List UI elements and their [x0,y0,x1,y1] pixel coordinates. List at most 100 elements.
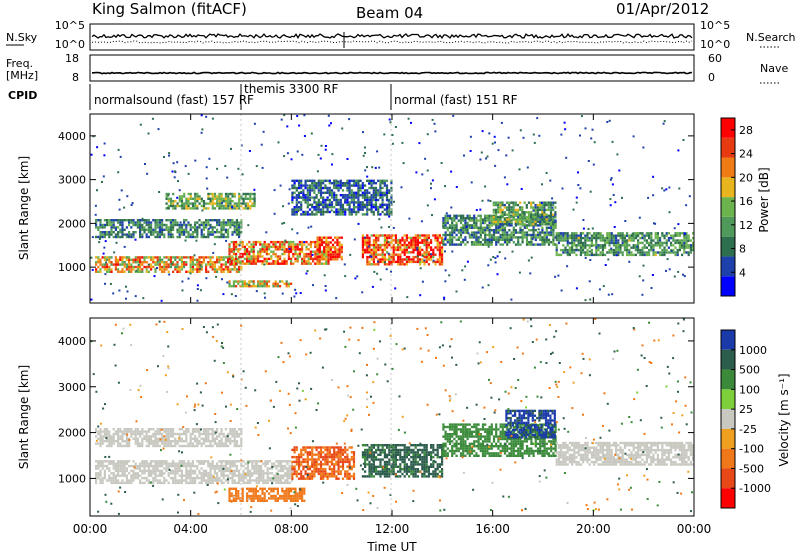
power-scatter-cell [688,195,691,198]
power-cell [484,238,487,241]
power-cell [274,248,277,251]
power-cell [652,253,655,257]
power-heatmap [90,114,695,302]
velocity-cell [136,474,139,477]
power-cell [543,241,546,244]
beam-title: Beam 04 [356,4,423,22]
velocity-cell [136,437,139,440]
velocity-cell [167,462,170,465]
power-scatter-cell [481,286,484,289]
power-cell [143,256,146,259]
power-cell [604,241,607,245]
power-cell [348,208,351,211]
power-cell [276,282,279,285]
power-cell [136,219,139,222]
power-scatter-cell [324,145,327,147]
power-cell [571,248,574,252]
power-cell [213,231,216,234]
power-cell [224,207,228,210]
power-scatter-cell [369,254,372,257]
velocity-cell [141,442,144,445]
velocity-cell [191,469,194,473]
power-cell [130,226,133,229]
power-scatter-cell [125,285,127,288]
power-cell [229,221,232,224]
power-cell [497,215,500,219]
power-cell [536,231,540,234]
velocity-cell [227,440,230,443]
power-cell [202,223,205,227]
power-cell [136,270,139,273]
power-cell [272,260,275,263]
power-cell [557,253,560,257]
power-cell [313,201,316,204]
power-cell [388,243,391,247]
power-cell [178,265,181,269]
velocity-cell [222,460,225,463]
power-cell [233,228,236,231]
velocity-cell [112,481,115,485]
power-scatter-cell [416,246,419,249]
power-scatter-cell [208,157,211,160]
cpid-label: CPID [8,89,37,102]
power-cell [341,196,345,199]
power-cell [648,253,651,257]
power-cell [490,214,493,217]
power-cell [499,208,502,212]
power-cell [110,268,113,271]
power-cell [213,207,217,210]
power-cell [375,246,378,249]
velocity-cell [227,469,230,473]
power-cell [488,229,491,232]
power-cell [270,245,273,249]
power-cell [473,243,476,246]
power-cell [390,182,393,185]
velocity-cell [121,432,124,436]
power-cell [683,241,686,245]
power-scatter-cell [281,292,284,295]
power-cell [397,241,400,244]
power-cell [330,203,334,206]
power-scatter-cell [226,281,229,284]
power-cell [350,210,353,214]
power-cell [180,226,183,229]
power-cell [320,262,323,265]
power-scatter-cell [393,200,395,203]
power-scatter-cell [673,275,676,278]
power-cell [167,226,170,229]
power-cell [505,220,509,224]
power-cell [436,258,439,261]
power-cell [512,229,515,232]
power-cell [139,235,142,239]
velocity-cell [233,474,236,477]
velocity-cell [211,437,214,440]
power-cell [276,245,279,249]
velocity-cell [277,474,280,477]
power-cell [573,251,576,254]
power-cell [154,228,157,231]
power-cell [377,206,380,209]
power-cell [183,233,186,236]
power-cell [361,203,364,206]
power-cell [427,258,430,261]
power-cell [304,179,307,182]
power-cell [595,251,598,254]
power-cell [172,204,175,208]
velocity-cell [174,467,177,470]
power-cell [457,238,460,241]
power-cell [250,257,253,261]
power-cell [678,232,681,235]
power-cell [302,210,305,214]
power-cell [213,195,217,198]
power-cell [301,240,304,244]
power-cell [165,226,168,229]
velocity-cell [205,479,208,482]
power-scatter-cell [117,148,120,151]
power-cell [232,252,235,256]
velocity-cell [189,437,192,440]
velocity-cell [141,437,144,440]
power-cell [543,208,546,212]
power-scatter-cell [479,158,482,161]
velocity-cell [145,430,148,433]
power-cell [293,208,296,211]
